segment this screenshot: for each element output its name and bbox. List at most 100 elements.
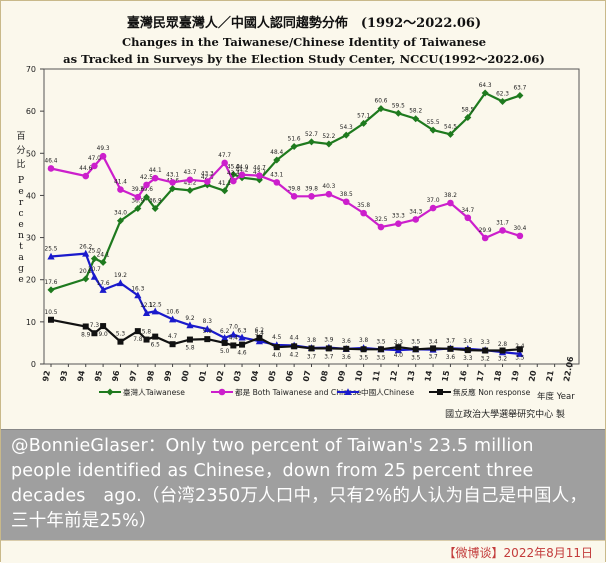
data-point — [395, 344, 402, 351]
data-point — [325, 140, 333, 148]
x-tick-label: 96 — [111, 369, 122, 382]
data-label: 58.2 — [409, 109, 422, 115]
x-tick-label: 94 — [76, 369, 87, 382]
data-point — [516, 92, 524, 100]
x-tick-label: 92 — [41, 370, 52, 383]
data-point — [99, 286, 107, 293]
data-point — [516, 232, 524, 240]
data-label: 58.5 — [461, 107, 474, 113]
data-point — [447, 345, 454, 352]
legend-marker — [344, 388, 352, 395]
x-tick-label: 15 — [441, 369, 452, 382]
data-point — [151, 307, 159, 315]
data-label: 3.3 — [463, 356, 473, 362]
legend-label: 臺灣人Taiwanese — [123, 387, 185, 397]
data-point — [168, 315, 177, 323]
data-label: 37.0 — [427, 198, 440, 204]
data-point — [203, 325, 211, 333]
data-label: 5.0 — [220, 349, 230, 355]
data-point — [90, 272, 99, 280]
chart-title-en-2: as Tracked in Surveys by the Election St… — [63, 52, 545, 66]
data-label: 4.5 — [272, 335, 282, 341]
y-axis-label-en-char: e — [18, 220, 23, 230]
x-tick-label: 03 — [232, 370, 243, 383]
data-point — [48, 316, 54, 323]
y-axis-label-zh-char: 百 — [16, 131, 25, 142]
data-label: 10.6 — [166, 309, 179, 315]
data-label: 3.7 — [428, 354, 438, 360]
y-axis-label-en-char: n — [18, 231, 24, 241]
y-axis-label-zh-char: 比 — [16, 158, 25, 170]
data-label: 38.2 — [444, 193, 457, 199]
data-label: 29.9 — [479, 228, 492, 234]
data-label: 5.8 — [142, 330, 152, 336]
data-point — [134, 291, 142, 299]
data-label: 42.5 — [201, 175, 214, 181]
y-axis-label-en-char: e — [18, 275, 23, 285]
data-label: 3.6 — [342, 355, 352, 361]
data-label: 9.2 — [185, 316, 195, 322]
data-label: 17.6 — [97, 281, 110, 287]
data-label: 20.7 — [88, 267, 101, 273]
data-label: 54.5 — [444, 124, 457, 130]
data-label: 3.2 — [498, 357, 508, 363]
data-point — [516, 346, 523, 353]
data-point — [134, 204, 142, 212]
data-point — [82, 275, 90, 283]
data-label: 3.5 — [515, 355, 525, 361]
y-axis-label-zh-char: 分 — [16, 145, 25, 156]
data-point — [429, 204, 437, 212]
y-axis-label-en-char: a — [18, 253, 24, 263]
data-label: 24.1 — [97, 252, 110, 258]
x-tick-label: 14 — [423, 369, 434, 382]
data-label: 3.6 — [463, 339, 473, 345]
x-tick-label: 93 — [58, 370, 69, 383]
data-point — [186, 176, 194, 184]
data-label: 3.4 — [428, 340, 438, 346]
data-point — [273, 344, 280, 351]
data-label: 8.9 — [81, 332, 91, 338]
x-tick-label: 16 — [458, 369, 469, 382]
data-point — [377, 346, 384, 353]
data-point — [360, 119, 368, 127]
x-tick-label: 99 — [163, 369, 174, 382]
data-point — [238, 171, 246, 179]
legend-marker — [437, 389, 443, 395]
footer-date: 【微博谈】2022年8月11日 — [443, 546, 593, 560]
data-label: 25.0 — [88, 249, 101, 255]
data-point — [99, 258, 107, 266]
data-point — [412, 346, 419, 353]
data-point — [325, 190, 333, 198]
data-point — [482, 347, 489, 354]
x-tick-label: 00 — [180, 369, 191, 382]
data-point — [230, 177, 237, 185]
data-label: 44.9 — [236, 165, 249, 171]
data-label: 6.2 — [220, 329, 230, 335]
legend-marker — [218, 388, 226, 396]
y-axis-label-en-char: r — [19, 198, 24, 208]
data-label: 31.7 — [496, 220, 509, 226]
x-tick-label: 08 — [319, 369, 330, 382]
x-tick-label: 22.06 — [562, 355, 575, 382]
data-point — [134, 328, 141, 335]
series-2: 25.5 26.2 20.7 17.6 19.2 16.3 12.112.5 10.6 9.2 8… — [45, 245, 525, 357]
data-label: 25.5 — [45, 247, 58, 253]
data-label: 6.3 — [237, 328, 247, 334]
y-tick-label: 10 — [26, 318, 36, 327]
data-point — [377, 223, 385, 231]
data-point — [447, 199, 454, 207]
axes: 0 10 20 30 40 50 60 70 92 93 94 95 96 97 98 99 00 01 02 03 0… — [16, 65, 580, 383]
data-label: 49.3 — [97, 146, 110, 152]
data-label: 62.3 — [496, 91, 509, 97]
data-label: 32.5 — [375, 217, 388, 223]
x-tick-label: 13 — [406, 370, 417, 383]
x-tick-label: 11 — [371, 369, 382, 382]
x-tick-label: 04 — [250, 369, 261, 382]
x-axis-label: 年度 Year — [537, 391, 575, 402]
data-point — [256, 334, 263, 341]
data-label: 43.1 — [166, 172, 179, 178]
data-label: 60.6 — [375, 99, 388, 105]
data-point — [430, 345, 437, 352]
data-label: 52.2 — [322, 134, 335, 140]
